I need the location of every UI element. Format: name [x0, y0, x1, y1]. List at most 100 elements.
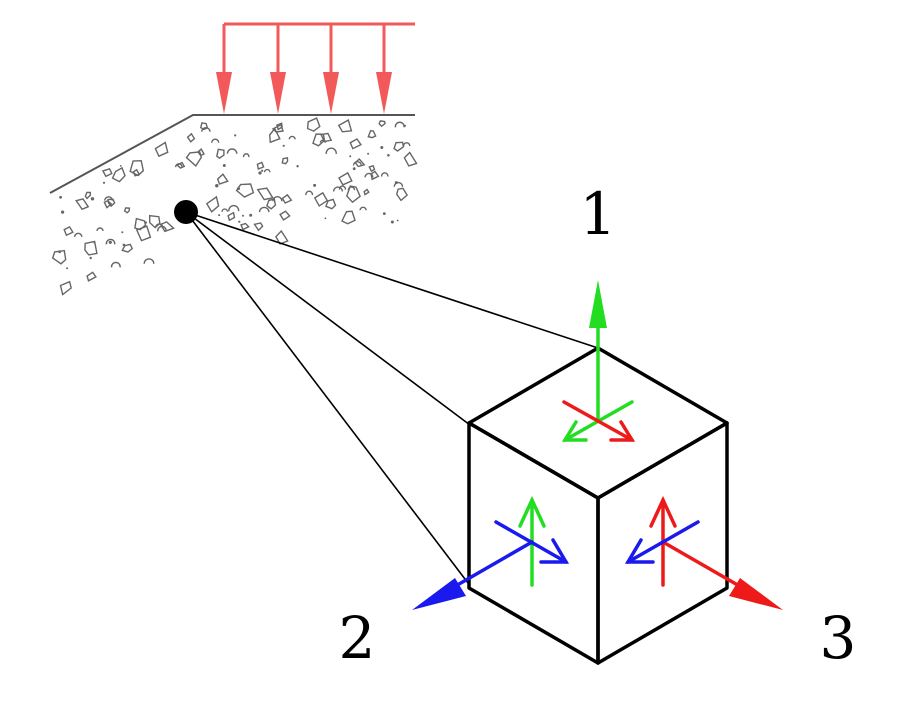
soil-dot — [390, 220, 394, 224]
soil-pebble — [256, 187, 274, 201]
soil-pebble — [111, 166, 126, 183]
soil-pebble — [129, 159, 145, 177]
soil-dot — [93, 241, 96, 244]
soil-dot — [324, 217, 327, 220]
axis-1-arrowhead — [589, 280, 607, 328]
soil-pebble — [319, 132, 333, 143]
soil-pebble — [84, 240, 98, 256]
soil-grain — [338, 185, 347, 190]
soil-dot — [313, 183, 317, 187]
soil-dot — [66, 267, 69, 270]
soil-pebble — [216, 148, 225, 159]
soil-pebble — [306, 117, 321, 132]
soil-pebble — [281, 156, 289, 165]
soil-pebble — [121, 243, 134, 253]
right-face-stress-arrows — [624, 495, 783, 610]
soil-pebble — [346, 185, 361, 204]
distributed-load — [216, 22, 415, 114]
soil-pebble — [107, 198, 116, 208]
soil-dot — [237, 187, 240, 191]
soil-pebble — [240, 222, 250, 231]
soil-grain — [96, 227, 104, 232]
soil-pebble — [395, 187, 409, 202]
soil-dot — [261, 169, 264, 172]
soil-pebble — [275, 229, 289, 245]
soil-pebble — [338, 171, 353, 186]
soil-pebble — [101, 167, 113, 178]
soil-grain — [104, 196, 114, 201]
soil-grain — [325, 147, 337, 154]
axis-label-1: 1 — [580, 180, 617, 248]
soil-pebble — [393, 141, 405, 152]
soil-pebble — [313, 191, 329, 207]
soil-pebble — [276, 122, 283, 131]
soil-pebble — [279, 210, 291, 221]
load-arrow — [216, 24, 232, 114]
soil-pebble — [341, 210, 356, 225]
soil-grain — [110, 261, 121, 268]
soil-grain — [380, 172, 389, 177]
soil-grain — [211, 138, 220, 143]
soil-dot — [234, 134, 237, 137]
soil-pebble — [363, 188, 370, 196]
soil-texture — [51, 117, 418, 296]
soil-pebble — [51, 249, 67, 265]
soil-grain — [402, 142, 411, 147]
soil-pebble — [354, 157, 366, 168]
soil-pebble — [256, 161, 265, 170]
soil-pebble — [281, 193, 293, 204]
soil-grain — [242, 153, 250, 158]
soil-grain — [393, 181, 404, 187]
soil-grain — [359, 206, 367, 211]
soil-dot — [61, 210, 65, 214]
soil-grain — [305, 190, 314, 196]
soil-dot — [90, 197, 95, 201]
soil-pebble — [123, 207, 131, 214]
stress-element-cube — [467, 346, 729, 665]
soil-grain — [228, 204, 240, 212]
projection-lines — [185, 211, 599, 584]
soil-pebble — [185, 151, 203, 167]
soil-dot — [258, 171, 262, 175]
soil-dot — [382, 212, 386, 216]
soil-pebble — [235, 183, 255, 198]
soil-pebble — [63, 225, 74, 237]
shear-arrow-left-blue — [494, 520, 570, 564]
soil-pebble — [86, 271, 97, 282]
soil-pebble — [337, 119, 353, 133]
shear-arrow-top-red — [562, 400, 636, 442]
soil-dot — [102, 181, 106, 184]
soil-grain — [263, 168, 271, 173]
soil-dot — [387, 154, 390, 157]
soil-dot — [222, 164, 226, 167]
soil-grain — [201, 127, 211, 132]
soil-grain — [105, 238, 116, 245]
soil-grain — [221, 208, 229, 212]
soil-dot — [218, 214, 221, 217]
soil-pebble — [349, 138, 362, 150]
soil-dot — [367, 152, 370, 155]
soil-grain — [226, 148, 238, 154]
axis-2-arrowhead — [412, 578, 466, 610]
soil-pebble — [266, 198, 277, 210]
soil-dot — [119, 165, 122, 167]
soil-dot — [296, 165, 299, 168]
soil-pebble — [216, 173, 229, 185]
shear-arrow-right-blue — [624, 520, 700, 564]
soil-dot — [282, 144, 285, 147]
soil-grain — [347, 186, 356, 191]
soil-grain — [288, 135, 296, 140]
soil-dot — [242, 214, 244, 217]
soil-dot — [380, 146, 384, 149]
soil-dot — [89, 256, 92, 260]
soil-pebble — [227, 211, 236, 222]
soil-pebble — [378, 120, 386, 128]
soil-pebble — [271, 123, 284, 133]
left-face-stress-arrows — [412, 495, 570, 610]
soil-pebble — [132, 168, 141, 177]
soil-pebble — [403, 151, 418, 167]
soil-dot — [349, 155, 352, 158]
soil-pebble — [75, 198, 90, 211]
